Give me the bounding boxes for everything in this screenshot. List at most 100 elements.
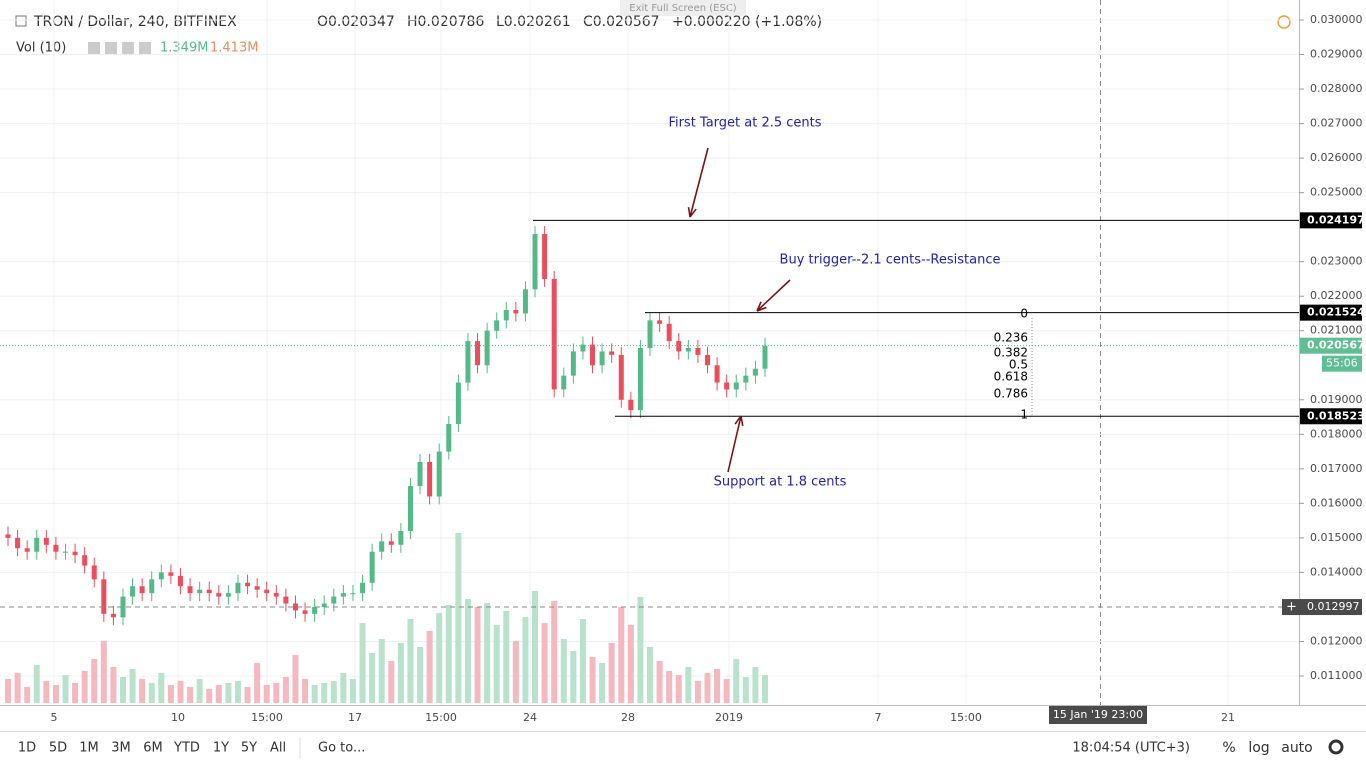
candle-body bbox=[369, 551, 375, 583]
price-marker-box bbox=[1300, 304, 1362, 321]
range-button[interactable]: All bbox=[270, 741, 286, 756]
volume-bar bbox=[675, 675, 682, 703]
price-tick-label: 0.023000 bbox=[1310, 255, 1363, 268]
range-button[interactable]: 1Y bbox=[213, 741, 229, 756]
volume-bar bbox=[397, 643, 404, 703]
volume-value: 1.349M bbox=[160, 41, 208, 56]
candle-body bbox=[292, 603, 298, 611]
symbol[interactable]: TRON / Dollar, 240, BITFINEX bbox=[33, 14, 237, 30]
volume-bar bbox=[666, 671, 673, 703]
time-label: 17 bbox=[348, 711, 362, 724]
range-button[interactable]: 5D bbox=[49, 741, 67, 756]
settings-icon[interactable] bbox=[1328, 739, 1344, 755]
volume-bar bbox=[608, 643, 615, 703]
volume-bar bbox=[110, 667, 117, 703]
candle-body bbox=[637, 348, 643, 411]
candle-body bbox=[91, 565, 97, 580]
price-tick-label: 0.026000 bbox=[1310, 151, 1363, 164]
volume-bar bbox=[273, 683, 280, 703]
volume-ma-value: 1.413M bbox=[210, 41, 258, 56]
volume-bar bbox=[321, 683, 328, 703]
range-button[interactable]: 3M bbox=[111, 741, 131, 756]
candle-body bbox=[101, 579, 107, 614]
volume-bar bbox=[206, 689, 213, 703]
exit-hint[interactable]: Exit Full Screen (ESC) bbox=[629, 3, 737, 14]
candle-body bbox=[676, 341, 682, 352]
candle-body bbox=[139, 586, 145, 594]
candle-body bbox=[417, 461, 423, 487]
volume-bar bbox=[292, 655, 299, 703]
last-price-label: 0.020567 bbox=[1307, 339, 1365, 352]
candle-body bbox=[724, 382, 730, 390]
fib-level-label: 0.786 bbox=[994, 387, 1028, 401]
ohlc-close: C0.020567 bbox=[583, 14, 660, 30]
price-tick-label: 0.029000 bbox=[1310, 48, 1363, 61]
candle-body bbox=[216, 593, 222, 597]
volume-bar bbox=[656, 661, 663, 703]
range-button[interactable]: 5Y bbox=[241, 741, 257, 756]
candle-body bbox=[158, 572, 164, 580]
candle-body bbox=[522, 289, 528, 314]
volume-bar bbox=[72, 683, 79, 703]
price-tick-label: 0.027000 bbox=[1310, 117, 1363, 130]
volume-label[interactable]: Vol (10) bbox=[16, 41, 66, 56]
candle-body bbox=[465, 341, 471, 383]
fib-level-label: 0 bbox=[1020, 307, 1028, 321]
volume-bar bbox=[91, 659, 98, 703]
range-button[interactable]: 6M bbox=[143, 741, 163, 756]
volume-bar bbox=[167, 685, 174, 703]
candle-body bbox=[551, 278, 557, 390]
time-label: 24 bbox=[523, 711, 537, 724]
candle-body bbox=[436, 451, 442, 497]
volume-bar bbox=[512, 641, 519, 703]
candle-body bbox=[62, 551, 68, 553]
log-button[interactable]: log bbox=[1248, 740, 1269, 756]
goto-button[interactable]: Go to... bbox=[318, 741, 365, 756]
range-button[interactable]: YTD bbox=[173, 741, 200, 756]
volume-bar bbox=[244, 687, 251, 703]
volume-bar bbox=[762, 675, 768, 703]
arrow-head bbox=[687, 206, 691, 218]
auto-button[interactable]: auto bbox=[1281, 740, 1313, 756]
price-tick-label: 0.014000 bbox=[1310, 565, 1363, 578]
candle-body bbox=[494, 320, 500, 331]
candle-body bbox=[714, 365, 720, 383]
volume-bar bbox=[407, 619, 414, 703]
candle-body bbox=[302, 610, 308, 614]
annotation: Support at 1.8 cents bbox=[714, 475, 847, 490]
collapse-icon[interactable] bbox=[15, 15, 27, 27]
candle-body bbox=[532, 234, 538, 290]
arrow-head bbox=[734, 415, 742, 425]
time-crosshair-box bbox=[1049, 706, 1147, 724]
price-tick-label: 0.022000 bbox=[1310, 289, 1363, 302]
candle-body bbox=[752, 368, 758, 376]
volume-bar bbox=[340, 673, 347, 703]
volume-bar bbox=[627, 625, 634, 703]
range-button[interactable]: 1D bbox=[18, 741, 36, 756]
volume-bar bbox=[464, 599, 471, 703]
candle-body bbox=[43, 537, 49, 545]
volume-bar bbox=[81, 671, 88, 703]
volume-bar bbox=[139, 679, 146, 703]
candle-body bbox=[235, 582, 241, 594]
candle-body bbox=[705, 354, 711, 366]
warning-icon[interactable] bbox=[1277, 15, 1291, 29]
candle-body bbox=[110, 613, 116, 618]
time-label: 5 bbox=[51, 711, 58, 724]
countdown: 55:06 bbox=[1326, 357, 1358, 370]
exit-hint-box[interactable] bbox=[620, 0, 746, 16]
candle-body bbox=[628, 399, 634, 411]
time-crosshair-label: 15 Jan '19 23:00 bbox=[1053, 708, 1143, 721]
volume-bar bbox=[570, 651, 577, 703]
candle-body bbox=[53, 544, 59, 552]
price-tick-label: 0.016000 bbox=[1310, 496, 1363, 509]
range-button[interactable]: 1M bbox=[79, 741, 99, 756]
volume-bar bbox=[599, 663, 606, 703]
candle-body bbox=[618, 354, 624, 400]
percent-button[interactable]: % bbox=[1222, 740, 1235, 756]
candle-body bbox=[321, 603, 327, 607]
volume-bar bbox=[752, 667, 759, 703]
volume-bar bbox=[349, 679, 356, 703]
crosshair-plus: + bbox=[1286, 600, 1297, 615]
